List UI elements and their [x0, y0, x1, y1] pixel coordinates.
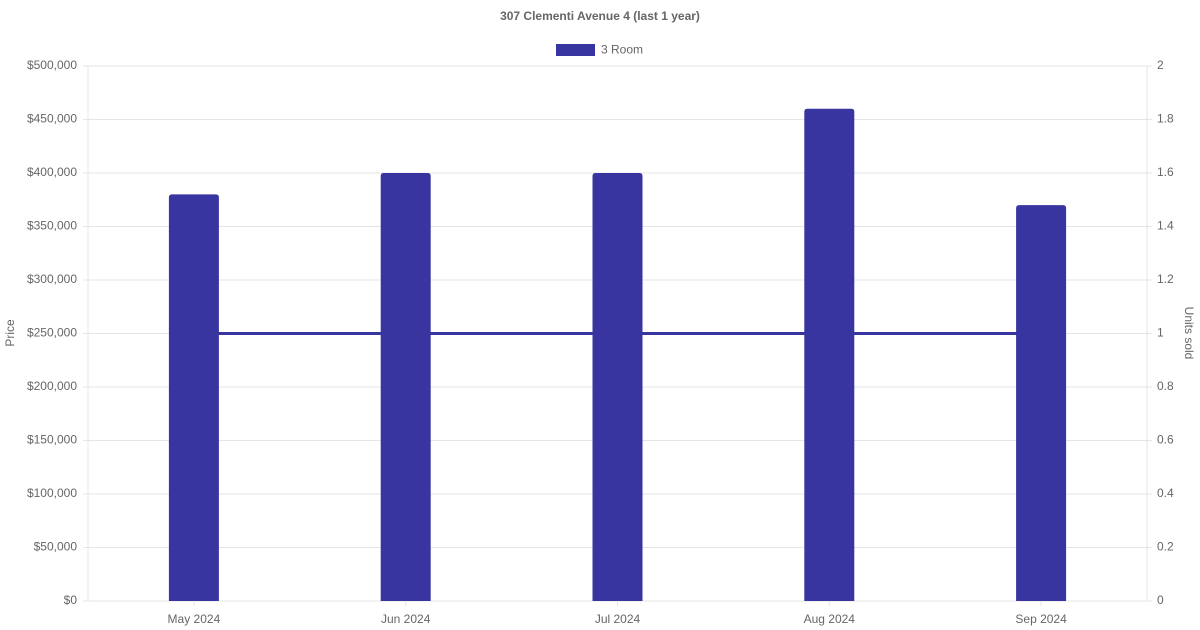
legend-item: 3 Room — [556, 43, 643, 57]
x-tick-label: May 2024 — [168, 612, 221, 626]
bar — [592, 173, 643, 601]
y-tick-label: $250,000 — [27, 326, 77, 340]
y-tick-label: $450,000 — [27, 112, 77, 126]
bar — [1016, 205, 1067, 601]
y2-tick-label: 0 — [1157, 593, 1164, 607]
y2-axis-title: Units sold — [1182, 307, 1196, 360]
y-tick-label: $500,000 — [27, 58, 77, 72]
y2-tick-label: 1.4 — [1157, 219, 1174, 233]
y2-tick-label: 0.8 — [1157, 379, 1174, 393]
y-tick-label: $0 — [64, 593, 78, 607]
y-tick-label: $200,000 — [27, 379, 77, 393]
x-tick-label: Aug 2024 — [804, 612, 856, 626]
y-axis-title: Price — [3, 319, 17, 347]
bar — [804, 108, 855, 602]
y2-tick-label: 1.6 — [1157, 165, 1174, 179]
y2-tick-label: 1.8 — [1157, 112, 1174, 126]
chart-title: 307 Clementi Avenue 4 (last 1 year) — [500, 9, 700, 23]
bar — [168, 194, 219, 601]
x-tick-label: Jul 2024 — [595, 612, 641, 626]
y2-tick-label: 0.2 — [1157, 540, 1174, 554]
y2-tick-label: 2 — [1157, 58, 1164, 72]
y-tick-label: $100,000 — [27, 486, 77, 500]
y-tick-label: $400,000 — [27, 165, 77, 179]
y-tick-label: $50,000 — [34, 540, 78, 554]
y-tick-label: $350,000 — [27, 219, 77, 233]
y-tick-label: $300,000 — [27, 272, 77, 286]
legend-swatch — [556, 44, 595, 56]
legend-label: 3 Room — [601, 43, 643, 57]
y2-tick-label: 1 — [1157, 326, 1164, 340]
bar — [380, 173, 431, 601]
y2-tick-label: 1.2 — [1157, 272, 1174, 286]
y-tick-label: $150,000 — [27, 433, 77, 447]
x-tick-label: Jun 2024 — [381, 612, 431, 626]
y2-tick-label: 0.6 — [1157, 433, 1174, 447]
y2-tick-label: 0.4 — [1157, 486, 1174, 500]
x-tick-label: Sep 2024 — [1015, 612, 1067, 626]
